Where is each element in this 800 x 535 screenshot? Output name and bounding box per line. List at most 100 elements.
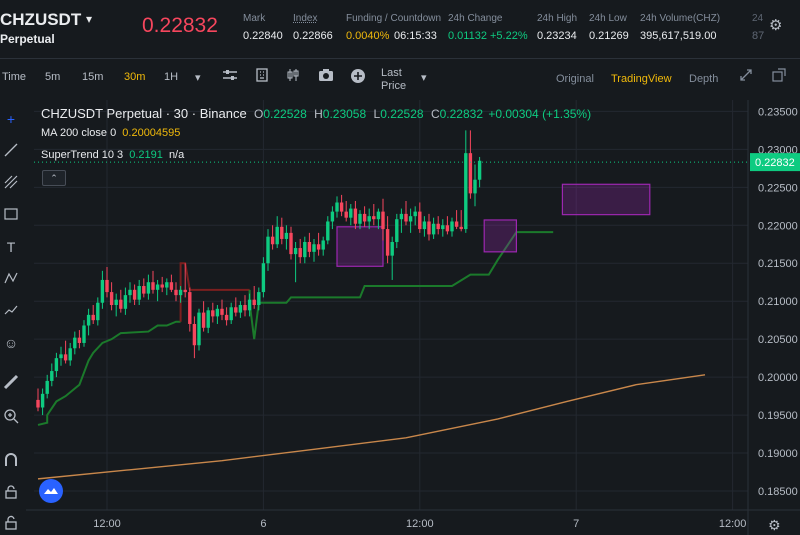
stat-value: 0.21269: [589, 30, 629, 42]
candle-body: [82, 325, 86, 343]
symbol-dropdown-icon[interactable]: ▾: [86, 12, 93, 26]
indicator-settings-icon[interactable]: [222, 68, 238, 85]
view-tab-depth[interactable]: Depth: [689, 73, 719, 85]
price-tick-label: 0.22000: [758, 220, 798, 232]
candle-body: [376, 211, 381, 220]
time-tick-label: 12:00: [719, 518, 747, 530]
candle-body: [109, 292, 114, 305]
price-tick-label: 0.19500: [758, 410, 798, 422]
stat-value: 0.22840: [243, 30, 283, 42]
candle-body: [54, 358, 59, 372]
candle-body: [63, 354, 68, 361]
candle-body: [367, 216, 371, 222]
candle-body: [234, 307, 238, 313]
trend-line-icon[interactable]: [2, 142, 20, 160]
zoom-in-icon[interactable]: [2, 408, 20, 426]
candle-body: [165, 282, 169, 288]
candle-body: [59, 354, 63, 359]
time-tick-label: 6: [260, 518, 266, 530]
candle-body: [91, 314, 95, 321]
candle-body: [201, 312, 206, 328]
last-price-selector[interactable]: Last Price: [381, 67, 406, 93]
candle-body: [316, 244, 321, 250]
unlock-icon[interactable]: [2, 514, 20, 532]
settings-gear-icon[interactable]: ⚙: [769, 17, 783, 34]
candle-body: [436, 223, 440, 230]
fib-tool-icon[interactable]: [2, 174, 20, 192]
symbol-name[interactable]: CHZUSDT: [0, 10, 82, 29]
contract-type: Perpetual: [0, 32, 55, 46]
collapse-legend-icon[interactable]: ⌃: [42, 170, 66, 186]
more-intervals-chevron-down-icon[interactable]: ▾: [195, 72, 201, 84]
interval-30m[interactable]: 30m: [124, 71, 146, 83]
supertrend-extra: n/a: [168, 149, 185, 161]
candle-body: [293, 248, 298, 255]
candle-body: [284, 232, 289, 239]
expand-icon[interactable]: [739, 68, 753, 85]
candle-body: [408, 216, 413, 222]
stat-label: 24h Volume(CHZ): [640, 13, 721, 24]
stat-value: 0.01132 +5.22%: [448, 30, 528, 42]
ohlc-low: 0.22528: [380, 107, 424, 121]
candle-body: [169, 282, 174, 290]
candle-body: [362, 213, 367, 222]
candle-body: [422, 221, 427, 230]
price-chart[interactable]: 0.23500 0.23000 0.22500 0.22000 0.21500 0.210…: [26, 100, 800, 535]
candle-body: [349, 208, 353, 218]
candle-body: [303, 241, 307, 258]
last-price-chevron-down-icon[interactable]: ▾: [421, 72, 427, 84]
candle-body: [431, 223, 436, 235]
candle-body: [100, 279, 105, 303]
candle-body: [215, 308, 220, 317]
candle-body: [418, 211, 422, 230]
price-tick-label: 0.21000: [758, 296, 798, 308]
stat-label: 24h High: [537, 13, 578, 24]
candle-body: [427, 221, 431, 235]
candlestick-type-icon[interactable]: [286, 68, 300, 85]
stat-label[interactable]: Index: [293, 13, 318, 24]
stat-label: 24: [752, 13, 764, 24]
candle-body: [160, 284, 164, 288]
candle-body: [174, 289, 178, 296]
candle-body: [123, 295, 128, 309]
candle-body: [312, 244, 316, 252]
candle-body: [280, 226, 284, 239]
interval-5m[interactable]: 5m: [45, 71, 61, 83]
candle-body: [266, 236, 270, 264]
interval-15m[interactable]: 15m: [82, 71, 104, 83]
candle-body: [270, 236, 275, 245]
text-tool-icon[interactable]: T: [6, 239, 16, 255]
candle-body: [381, 211, 385, 230]
tradingview-logo-icon[interactable]: [39, 479, 63, 503]
candle-body: [454, 221, 459, 227]
candle-body: [464, 153, 468, 230]
highlight-box-3: [561, 183, 651, 216]
price-tick-label: 0.22500: [758, 182, 798, 194]
view-tab-tradingview[interactable]: TradingView: [611, 73, 672, 85]
view-tab-original[interactable]: Original: [556, 73, 594, 85]
forecast-tool-icon[interactable]: [2, 302, 20, 320]
stat-label: Mark: [243, 13, 266, 24]
popout-icon[interactable]: [772, 68, 786, 85]
candle-body: [261, 263, 266, 293]
supertrend-up-line: [248, 231, 554, 340]
rectangle-tool-icon[interactable]: [2, 206, 20, 224]
crosshair-icon[interactable]: +: [6, 111, 16, 127]
interval-1h[interactable]: 1H: [164, 71, 179, 83]
candlestick-chart-svg[interactable]: 0.235000.230000.225000.220000.215000.210…: [26, 100, 800, 535]
candle-body: [326, 221, 330, 241]
emoji-icon[interactable]: ☺: [3, 335, 19, 351]
lock-icon[interactable]: [2, 484, 20, 502]
ma-legend[interactable]: MA 200 close 0 0.20004595: [41, 127, 180, 139]
magnet-icon[interactable]: [2, 452, 20, 470]
highlight-box-1: [336, 226, 384, 267]
camera-icon[interactable]: [318, 68, 334, 85]
interval-time[interactable]: Time: [2, 71, 27, 83]
supertrend-legend[interactable]: SuperTrend 10 3 0.2191 n/a: [41, 149, 184, 161]
pattern-tool-icon[interactable]: [2, 270, 20, 288]
chart-settings-gear-icon[interactable]: ⚙: [768, 518, 781, 534]
candle-body: [450, 221, 454, 232]
building-icon[interactable]: [255, 68, 269, 85]
fullscreen-plus-icon[interactable]: [350, 68, 366, 87]
ruler-icon[interactable]: [2, 374, 20, 392]
